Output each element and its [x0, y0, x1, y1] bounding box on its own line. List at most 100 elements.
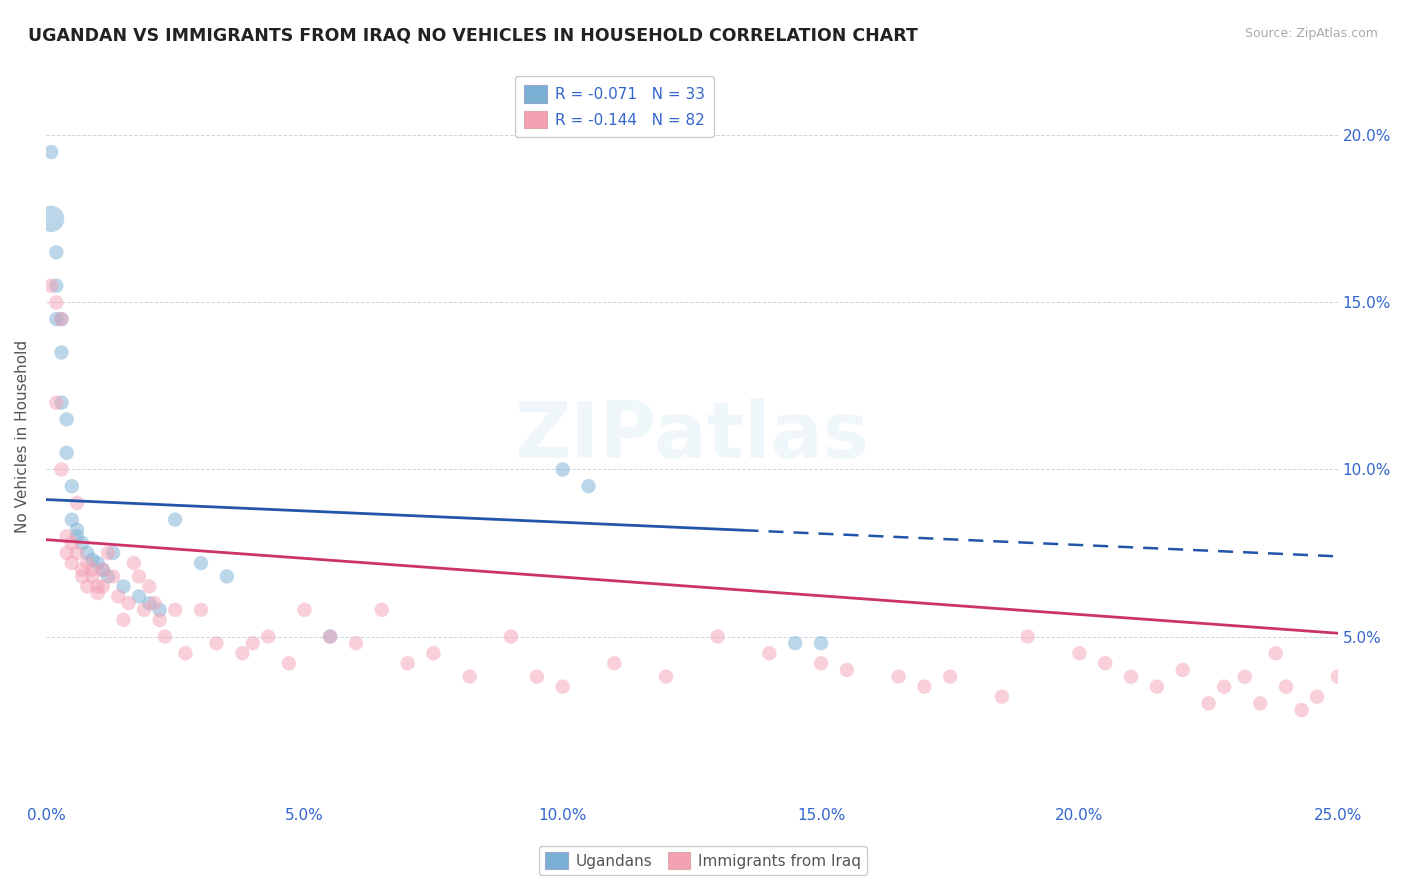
Point [1389, 690, 1406, 704]
Point [1353, 697, 1375, 711]
Point [149, 613, 172, 627]
Point [138, 596, 160, 610]
Point [706, 630, 728, 644]
Point [835, 663, 858, 677]
Point [371, 603, 394, 617]
Point [1171, 663, 1194, 677]
Point [112, 579, 135, 593]
Point [66, 523, 89, 537]
Point [66, 546, 89, 560]
Point [97, 569, 120, 583]
Point [758, 646, 780, 660]
Point [499, 630, 522, 644]
Point [134, 603, 156, 617]
Text: UGANDAN VS IMMIGRANTS FROM IRAQ NO VEHICLES IN HOUSEHOLD CORRELATION CHART: UGANDAN VS IMMIGRANTS FROM IRAQ NO VEHIC… [28, 27, 918, 45]
Point [1094, 657, 1116, 671]
Point [190, 603, 212, 617]
Point [107, 590, 129, 604]
Point [39, 278, 62, 293]
Point [128, 569, 150, 583]
Point [603, 657, 626, 671]
Point [1326, 670, 1348, 684]
Point [76, 546, 98, 560]
Point [76, 579, 98, 593]
Point [45, 295, 67, 310]
Point [60, 536, 83, 550]
Point [1213, 680, 1236, 694]
Point [785, 636, 807, 650]
Point [51, 345, 73, 359]
Legend: Ugandans, Immigrants from Iraq: Ugandans, Immigrants from Iraq [538, 846, 868, 875]
Point [39, 211, 62, 226]
Point [319, 630, 342, 644]
Point [1198, 697, 1220, 711]
Point [70, 569, 93, 583]
Point [1275, 680, 1298, 694]
Point [82, 552, 104, 566]
Point [117, 596, 139, 610]
Text: ZIPatlas: ZIPatlas [515, 398, 869, 474]
Point [292, 603, 315, 617]
Point [1306, 690, 1329, 704]
Point [91, 579, 114, 593]
Point [82, 563, 104, 577]
Y-axis label: No Vehicles in Household: No Vehicles in Household [15, 340, 30, 533]
Point [45, 312, 67, 326]
Point [55, 529, 77, 543]
Point [1069, 646, 1091, 660]
Point [205, 636, 228, 650]
Point [60, 556, 83, 570]
Point [60, 479, 83, 493]
Point [1233, 670, 1256, 684]
Point [551, 462, 574, 476]
Point [55, 412, 77, 426]
Point [86, 586, 108, 600]
Point [1119, 670, 1142, 684]
Point [97, 546, 120, 560]
Point [344, 636, 367, 650]
Point [257, 630, 280, 644]
Point [578, 479, 600, 493]
Point [138, 579, 160, 593]
Legend: R = -0.071   N = 33, R = -0.144   N = 82: R = -0.071 N = 33, R = -0.144 N = 82 [515, 76, 714, 137]
Point [1368, 703, 1391, 717]
Point [153, 630, 176, 644]
Point [82, 569, 104, 583]
Point [66, 496, 89, 510]
Point [422, 646, 444, 660]
Point [912, 680, 935, 694]
Point [128, 590, 150, 604]
Point [991, 690, 1014, 704]
Point [1264, 646, 1286, 660]
Text: Source: ZipAtlas.com: Source: ZipAtlas.com [1244, 27, 1378, 40]
Point [51, 462, 73, 476]
Point [319, 630, 342, 644]
Point [55, 446, 77, 460]
Point [45, 278, 67, 293]
Point [887, 670, 910, 684]
Point [86, 556, 108, 570]
Point [1146, 680, 1168, 694]
Point [277, 657, 299, 671]
Point [190, 556, 212, 570]
Point [242, 636, 264, 650]
Point [143, 596, 166, 610]
Point [526, 670, 548, 684]
Point [149, 603, 172, 617]
Point [55, 546, 77, 560]
Point [655, 670, 678, 684]
Point [60, 513, 83, 527]
Point [76, 556, 98, 570]
Point [45, 245, 67, 260]
Point [165, 513, 187, 527]
Point [70, 563, 93, 577]
Point [39, 145, 62, 159]
Point [122, 556, 145, 570]
Point [810, 657, 832, 671]
Point [1017, 630, 1039, 644]
Point [112, 613, 135, 627]
Point [51, 395, 73, 409]
Point [45, 395, 67, 409]
Point [174, 646, 197, 660]
Point [1405, 697, 1406, 711]
